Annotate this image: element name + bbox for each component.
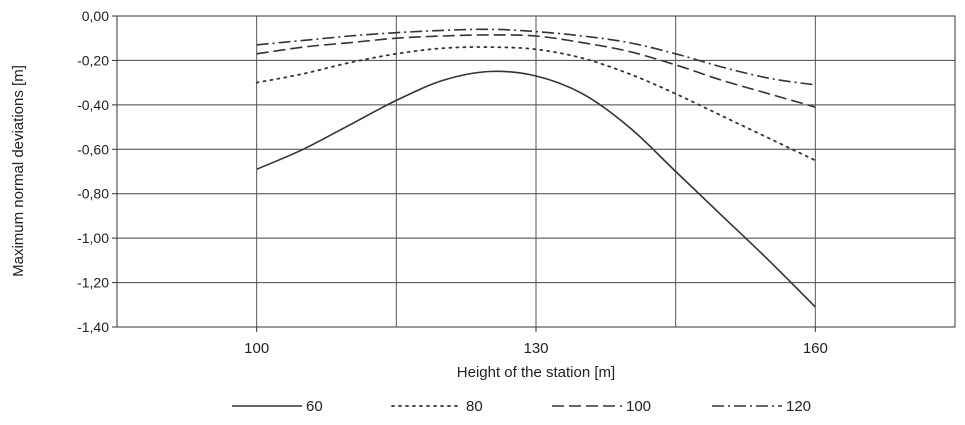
grid bbox=[117, 15, 955, 328]
y-tick-label: -1,00 bbox=[77, 230, 109, 246]
legend-label-100: 100 bbox=[626, 398, 651, 415]
y-axis-label: Maximum normal deviations [m] bbox=[10, 65, 27, 277]
x-axis-label: Height of the station [m] bbox=[457, 364, 615, 381]
legend: 60 80 100 120 bbox=[232, 398, 811, 415]
y-tick-label: -0,60 bbox=[77, 141, 109, 157]
x-tick-label: 130 bbox=[523, 340, 548, 357]
y-tick-label: 0,00 bbox=[82, 8, 109, 24]
legend-label-120: 120 bbox=[786, 398, 811, 415]
y-tick-label: -0,80 bbox=[77, 186, 109, 202]
y-tick-label: -0,40 bbox=[77, 97, 109, 113]
series-lines bbox=[255, 28, 817, 308]
legend-label-60: 60 bbox=[306, 398, 323, 415]
y-tick-label: -0,20 bbox=[77, 52, 109, 68]
series-line-100 bbox=[256, 34, 816, 108]
series-line-60 bbox=[256, 70, 816, 308]
y-axis-ticks: 0,00 -0,20 -0,40 -0,60 -0,80 -1,00 -1,20 -1,40 bbox=[77, 8, 117, 335]
series-line-80 bbox=[255, 46, 817, 162]
x-tick-label: 160 bbox=[803, 340, 828, 357]
y-tick-label: -1,20 bbox=[77, 275, 109, 291]
series-line-120 bbox=[256, 28, 816, 86]
x-axis-ticks: 100 130 160 bbox=[244, 327, 828, 357]
x-tick-label: 100 bbox=[244, 340, 269, 357]
legend-label-80: 80 bbox=[466, 398, 483, 415]
y-tick-label: -1,40 bbox=[77, 319, 109, 335]
